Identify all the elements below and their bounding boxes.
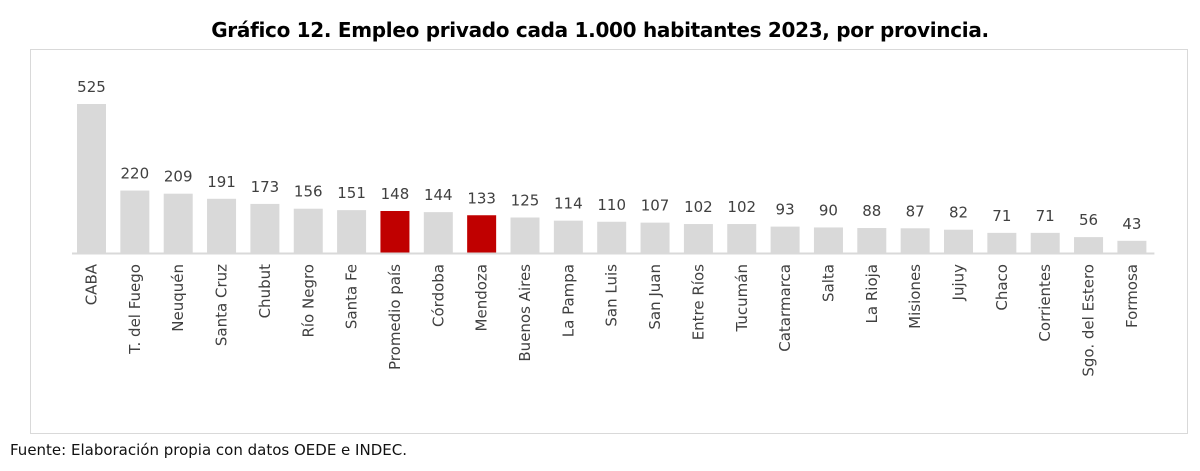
bar-caba — [77, 104, 106, 253]
value-label: 102 — [727, 198, 756, 216]
category-label: Corrientes — [1036, 264, 1054, 342]
value-label: 220 — [121, 165, 150, 183]
source-note: Fuente: Elaboración propia con datos OED… — [10, 441, 407, 459]
value-label: 88 — [862, 202, 881, 220]
category-label: La Rioja — [863, 264, 881, 323]
category-label: Tucumán — [733, 264, 751, 332]
category-label: Santa Cruz — [213, 264, 231, 346]
value-labels-group: 525 220 209 191 173 156 151 148 144 133 125 114 110 1… — [77, 78, 1141, 233]
category-label: T. del Fuego — [126, 264, 144, 355]
bar-chubut — [250, 203, 280, 253]
value-label: 173 — [251, 178, 280, 196]
category-label: Jujuy — [950, 264, 968, 302]
value-label: 102 — [684, 198, 713, 216]
bar-corrientes — [1030, 232, 1060, 253]
bar-salta — [813, 227, 843, 253]
bar-neuqu-n — [163, 193, 193, 253]
category-label: Neuquén — [169, 264, 187, 332]
bar-santa-fe — [337, 210, 367, 253]
category-label: Chubut — [256, 264, 274, 319]
category-label: Córdoba — [429, 264, 447, 327]
chart-title: Gráfico 12. Empleo privado cada 1.000 ha… — [211, 18, 989, 42]
value-label: 525 — [77, 78, 106, 96]
value-label: 148 — [381, 185, 410, 203]
bar-jujuy — [944, 229, 973, 253]
category-label: Entre Ríos — [689, 264, 707, 340]
bar-mendoza — [467, 215, 497, 253]
category-label: Sgo. del Estero — [1080, 264, 1098, 377]
bar-chaco — [987, 232, 1017, 253]
value-label: 156 — [294, 183, 323, 201]
bar-buenos-aires — [510, 217, 540, 253]
bar-sgo-del-estero — [1074, 237, 1104, 253]
bar-c-rdoba — [423, 212, 453, 253]
bar-santa-cruz — [207, 198, 237, 253]
value-label: 133 — [467, 189, 496, 207]
value-label: 56 — [1079, 211, 1098, 229]
bar-san-juan — [640, 222, 670, 253]
category-label: Mendoza — [473, 264, 491, 331]
value-label: 93 — [776, 201, 795, 219]
value-label: 151 — [337, 184, 366, 202]
category-label: Catarmarca — [776, 264, 794, 352]
category-label: Misiones — [906, 264, 924, 329]
value-label: 144 — [424, 186, 453, 204]
value-label: 82 — [949, 204, 968, 222]
bar-san-luis — [597, 221, 627, 253]
category-label: Buenos Aires — [516, 264, 534, 362]
value-label: 43 — [1122, 215, 1141, 233]
bar-tucum-n — [727, 224, 757, 253]
bar-la-rioja — [857, 228, 887, 253]
value-label: 71 — [1036, 207, 1055, 225]
value-label: 110 — [597, 196, 626, 214]
bar-catarmarca — [770, 226, 800, 253]
value-label: 125 — [511, 192, 540, 210]
value-label: 191 — [207, 173, 236, 191]
value-label: 87 — [906, 202, 925, 220]
bar-misiones — [900, 228, 930, 253]
bar-promedio-pa-s — [380, 210, 410, 253]
bar-r-o-negro — [293, 208, 323, 253]
value-label: 209 — [164, 168, 193, 186]
value-label: 107 — [641, 197, 670, 215]
bars-group — [77, 104, 1147, 253]
bar-t-del-fuego — [120, 190, 150, 253]
category-label: Salta — [819, 264, 837, 302]
category-label: San Juan — [646, 264, 664, 330]
value-label: 71 — [992, 207, 1011, 225]
category-label: San Luis — [603, 264, 621, 327]
category-label: Promedio país — [386, 264, 404, 370]
category-label: CABA — [83, 263, 101, 305]
category-label: La Pampa — [559, 264, 577, 337]
value-label: 90 — [819, 201, 838, 219]
value-label: 114 — [554, 195, 583, 213]
category-label: Río Negro — [299, 264, 317, 338]
category-labels-group: CABA T. del Fuego Neuquén Santa Cruz Chubut R… — [83, 263, 1141, 376]
category-label: Santa Fe — [343, 264, 361, 329]
bar-la-pampa — [553, 220, 583, 253]
category-label: Chaco — [993, 264, 1011, 311]
bar-formosa — [1117, 240, 1147, 253]
bar-entre-r-os — [683, 224, 713, 253]
category-label: Formosa — [1123, 264, 1141, 328]
chart-frame — [30, 49, 1188, 434]
